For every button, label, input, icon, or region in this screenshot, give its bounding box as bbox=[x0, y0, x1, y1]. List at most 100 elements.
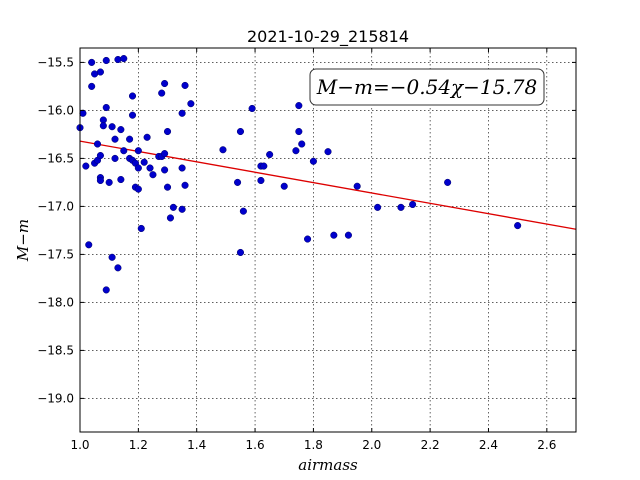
data-point bbox=[111, 135, 119, 143]
data-point bbox=[126, 135, 134, 143]
x-tick-label: 1.2 bbox=[129, 438, 148, 452]
y-tick-label: −16.0 bbox=[37, 103, 74, 117]
data-point bbox=[330, 231, 338, 239]
chart-title: 2021-10-29_215814 bbox=[247, 27, 409, 47]
data-point bbox=[134, 185, 142, 193]
data-point bbox=[257, 176, 265, 185]
data-point bbox=[397, 203, 405, 211]
data-point bbox=[169, 203, 177, 211]
data-point bbox=[120, 55, 128, 63]
x-tick-label: 2.4 bbox=[479, 438, 498, 452]
data-point bbox=[134, 147, 142, 155]
data-point bbox=[114, 55, 122, 64]
data-point bbox=[134, 164, 142, 172]
fit-equation-box: M−m=−0.54χ−15.78 bbox=[309, 68, 545, 106]
data-point bbox=[93, 140, 102, 148]
data-point bbox=[236, 248, 245, 257]
data-point bbox=[149, 171, 157, 179]
data-point bbox=[161, 150, 169, 158]
data-point bbox=[181, 81, 189, 89]
y-tick-label: −16.5 bbox=[37, 151, 74, 165]
data-point bbox=[96, 68, 104, 76]
data-point bbox=[353, 182, 361, 190]
data-point bbox=[324, 148, 332, 156]
x-tick-label: 2.2 bbox=[421, 438, 440, 452]
data-point bbox=[146, 164, 154, 172]
data-point bbox=[82, 162, 90, 170]
data-point bbox=[514, 222, 522, 230]
data-point bbox=[161, 166, 169, 174]
data-point bbox=[161, 79, 169, 88]
data-point bbox=[239, 207, 247, 215]
data-point bbox=[280, 182, 288, 190]
data-point bbox=[178, 205, 186, 213]
data-point bbox=[248, 104, 256, 113]
data-point bbox=[309, 157, 317, 165]
axis-ticks bbox=[79, 48, 576, 432]
y-tick-label: −18.5 bbox=[37, 343, 74, 357]
x-axis-label: airmass bbox=[298, 456, 358, 474]
data-point bbox=[234, 178, 242, 186]
data-point bbox=[117, 175, 125, 184]
data-point bbox=[96, 176, 104, 185]
grid-lines bbox=[79, 48, 576, 432]
data-point bbox=[111, 154, 119, 162]
data-point bbox=[178, 109, 186, 117]
data-point bbox=[158, 89, 166, 97]
data-point bbox=[137, 224, 145, 233]
data-point bbox=[88, 82, 96, 90]
data-point bbox=[99, 122, 107, 130]
data-point bbox=[163, 183, 172, 191]
data-point bbox=[96, 151, 104, 160]
x-tick-label: 1.6 bbox=[246, 438, 265, 452]
data-point bbox=[128, 111, 137, 119]
data-point bbox=[219, 146, 227, 154]
data-point bbox=[444, 178, 452, 186]
fit-equation-frame bbox=[309, 68, 545, 106]
x-tick-label: 1.4 bbox=[187, 438, 206, 452]
data-point bbox=[114, 264, 122, 272]
y-tick-label: −17.5 bbox=[37, 247, 74, 261]
data-point bbox=[108, 123, 116, 131]
data-point bbox=[266, 151, 274, 159]
data-point bbox=[143, 133, 151, 141]
data-point bbox=[85, 241, 93, 249]
y-tick-label: −17.0 bbox=[37, 199, 74, 213]
data-point bbox=[163, 127, 172, 136]
x-tick-label: 2.6 bbox=[537, 438, 556, 452]
data-point bbox=[79, 109, 87, 117]
data-point bbox=[166, 214, 174, 222]
fit-equation-label: M−m=−0.54χ−15.78 bbox=[316, 75, 537, 99]
data-points bbox=[76, 55, 522, 294]
x-tick-label: 2.0 bbox=[362, 438, 381, 452]
data-point bbox=[88, 58, 96, 66]
data-point bbox=[236, 127, 245, 136]
data-point bbox=[260, 162, 268, 170]
data-point bbox=[409, 200, 417, 209]
data-point bbox=[120, 147, 128, 155]
data-point bbox=[140, 158, 148, 166]
y-axis-label: M−m bbox=[14, 219, 32, 262]
data-point bbox=[105, 178, 113, 186]
data-point bbox=[304, 235, 312, 243]
data-point bbox=[292, 147, 300, 155]
tick-labels: 1.0 1.2 1.4 1.6 1.8 2.0 2.2 2.4 2.6 −15.5 −16.0 −16… bbox=[37, 55, 556, 452]
x-tick-label: 1.0 bbox=[70, 438, 89, 452]
data-point bbox=[128, 92, 137, 100]
data-point bbox=[102, 56, 110, 65]
data-point bbox=[117, 126, 125, 134]
data-point bbox=[102, 103, 110, 112]
data-point bbox=[102, 286, 110, 294]
data-point bbox=[374, 203, 382, 211]
data-point bbox=[178, 164, 186, 172]
data-point bbox=[298, 140, 306, 148]
plot-frame bbox=[79, 47, 577, 433]
data-point bbox=[295, 127, 303, 136]
y-tick-label: −15.5 bbox=[37, 55, 74, 69]
data-point bbox=[108, 253, 116, 261]
y-tick-label: −18.0 bbox=[37, 295, 74, 309]
data-point bbox=[187, 100, 195, 108]
data-point bbox=[181, 181, 189, 189]
y-tick-label: −19.0 bbox=[37, 391, 74, 405]
